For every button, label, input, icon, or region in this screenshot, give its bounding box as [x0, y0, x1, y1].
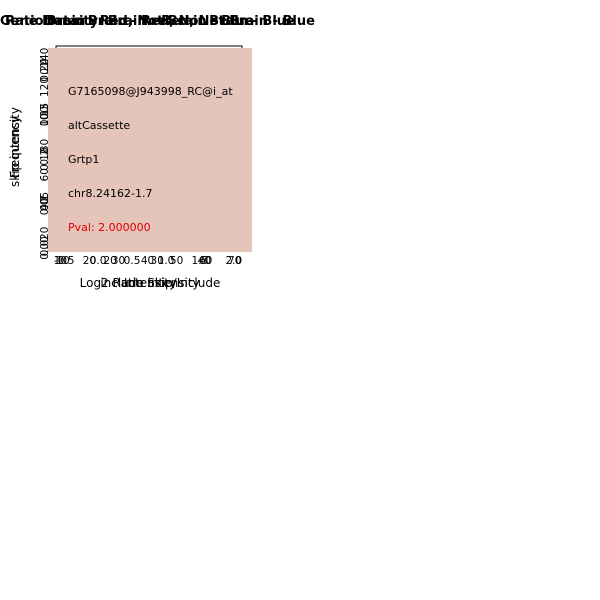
svg-text:20: 20 [83, 255, 96, 267]
pval-text: Pval: 2.000000 [68, 221, 151, 234]
x-axis-label: include intensity [100, 276, 200, 290]
svg-text:1.0: 1.0 [158, 255, 175, 267]
svg-text:40: 40 [198, 255, 211, 267]
x-axis-label: Log2 Ratio Skip/Include [79, 276, 221, 290]
x-axis-label: Intensity [123, 276, 177, 290]
svg-text:60: 60 [199, 255, 212, 267]
svg-text:30: 30 [151, 255, 164, 267]
svg-text:10: 10 [56, 255, 69, 267]
svg-text:40: 40 [141, 255, 154, 267]
chart-title: Gene Itensity: Brain - Red, Not Brain - … [0, 14, 315, 29]
splice-type-text: altCassette [68, 119, 131, 132]
probe-id-text: G7165098@J943998_RC@i_at [68, 85, 233, 98]
chart-title: RatioData: Brain - Red, Not Brain - Blue [5, 14, 295, 29]
location-text: chr8.24162-1.7 [68, 187, 153, 200]
svg-text:0.5: 0.5 [124, 255, 141, 267]
chart-title: Brain - Red, Not Brain - Blue [46, 14, 254, 29]
svg-text:30: 30 [112, 255, 125, 267]
gene-symbol-text: Grtp1 [68, 153, 100, 166]
svg-text:2.0: 2.0 [226, 255, 243, 267]
info-box: G7165098@J943998_RC@i_at altCassette Grt… [48, 48, 252, 252]
svg-text:20: 20 [103, 255, 116, 267]
svg-text:50: 50 [170, 255, 183, 267]
svg-text:10: 10 [54, 255, 67, 267]
svg-text:70: 70 [228, 255, 241, 267]
svg-text:0.0: 0.0 [90, 255, 107, 267]
svg-text:1.5: 1.5 [192, 255, 209, 267]
panel-info: G7165098@J943998_RC@i_at altCassette Grt… [0, 0, 300, 300]
svg-text:-0.5: -0.5 [54, 255, 75, 267]
